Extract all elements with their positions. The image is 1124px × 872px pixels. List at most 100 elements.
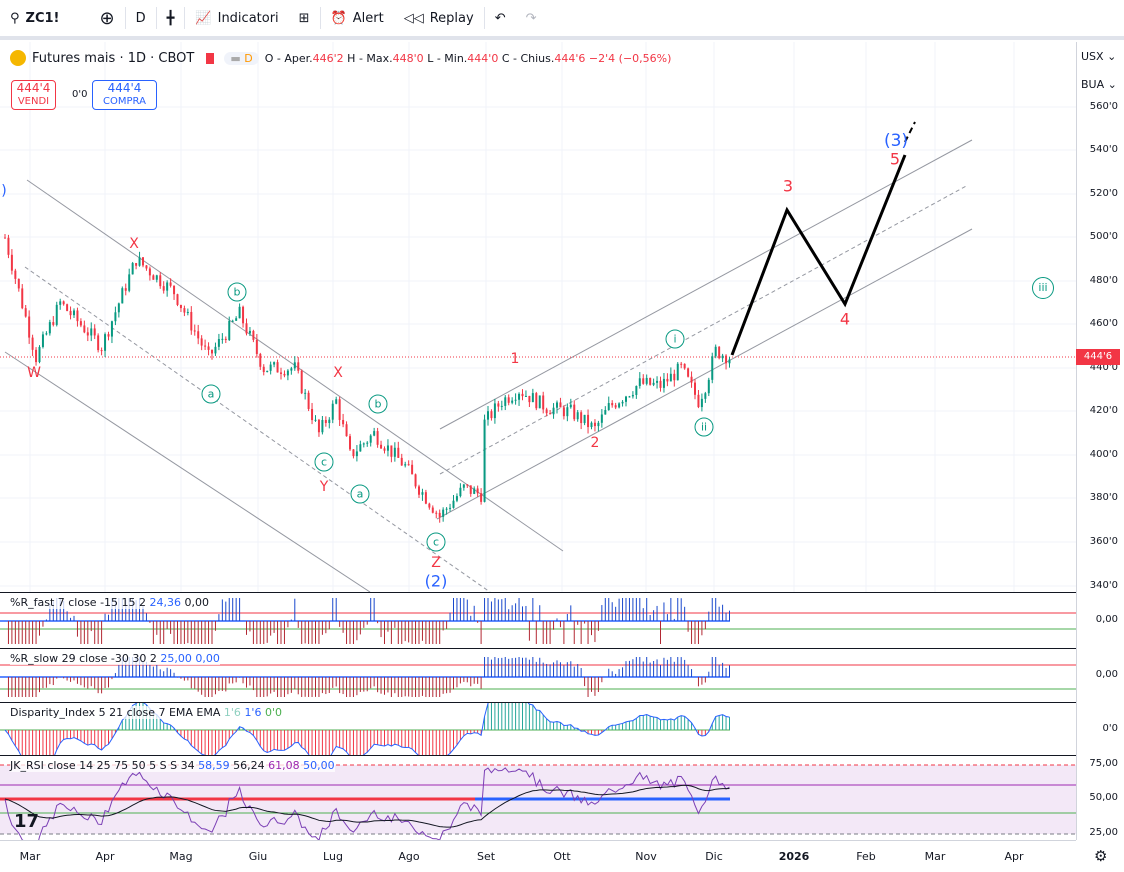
delayed-badge: D [244, 51, 253, 65]
candle-body [511, 400, 514, 403]
down-channel-lower [4, 351, 371, 592]
wave-label: ) [1, 183, 7, 199]
alert-button[interactable]: ⏰ Alert [321, 0, 394, 36]
wave-circle-a: a [350, 484, 370, 504]
rsi-line [4, 767, 730, 840]
jkrsi-value2: 56,24 [233, 759, 265, 772]
candle-body [173, 285, 176, 295]
currency-select[interactable]: USX ⌄ [1081, 50, 1117, 63]
chart-type-button[interactable]: ╋ [157, 0, 185, 36]
alert-label: Alert [352, 10, 384, 26]
candle-body [721, 355, 724, 359]
candle-body [576, 412, 579, 420]
status-badge: ▬ D [224, 51, 259, 65]
candle-body [707, 379, 710, 394]
candle-body [7, 237, 10, 255]
tradingview-logo[interactable]: 17 [14, 811, 40, 832]
wave-circle-c: c [426, 532, 446, 552]
wave-label-5: 5 [889, 149, 901, 169]
jkrsi-pane[interactable]: JK_RSI close 14 25 75 50 5 S S 34 58,59 … [0, 755, 1076, 840]
candle-body [400, 457, 403, 466]
candle-body [431, 507, 434, 513]
indicators-button[interactable]: 📈 Indicatori [185, 0, 288, 36]
unit-select[interactable]: BUA ⌄ [1081, 78, 1117, 91]
candle-body [280, 372, 282, 374]
time-tick-label: Ott [553, 850, 571, 863]
flag-icon[interactable] [206, 52, 215, 64]
wave-label-2: (2) [424, 571, 448, 591]
layouts-button[interactable]: ⊞ [289, 0, 320, 36]
candle-body [314, 419, 317, 421]
candle-body [414, 474, 417, 487]
candle-body [676, 363, 679, 381]
candle-body [152, 275, 155, 280]
price-tick-label: 440'0 [1089, 362, 1118, 373]
candle-body [687, 368, 690, 377]
rslow-name: %R_slow 29 close -30 30 2 [10, 652, 157, 665]
close-label: C - Chius. [501, 51, 555, 65]
symbol-title[interactable]: Futures mais · 1D · CBOT [32, 50, 195, 66]
indicators-icon: 📈 [195, 10, 212, 26]
price-chart[interactable]: ) W X X Y Z (2) 1 2 3 4 5 (3) b a c b a … [0, 42, 1076, 592]
settings-icon[interactable]: ⚙ [1094, 847, 1108, 865]
price-tick-label: 560'0 [1089, 101, 1118, 112]
candle-body [386, 445, 389, 451]
jkrsi-value: 58,59 [198, 759, 230, 772]
rslow-histogram [0, 657, 1076, 697]
replay-button[interactable]: ◁◁ Replay [394, 0, 484, 36]
price-axis[interactable]: USX ⌄ BUA ⌄ 560'0 540'0 520'0 500'0 480'0 460… [1076, 42, 1124, 840]
price-tick-label: 420'0 [1089, 405, 1118, 416]
projection-extension [904, 121, 916, 143]
candle-body [559, 402, 562, 408]
redo-button[interactable]: ↷ [516, 0, 547, 36]
disparity-pane[interactable]: Disparity_Index 5 21 close 7 EMA EMA 1'6… [0, 702, 1076, 755]
undo-button[interactable]: ↶ [485, 0, 516, 36]
candle-body [580, 412, 583, 424]
candle-body [135, 263, 138, 266]
candle-body [621, 401, 624, 404]
candle-body [631, 394, 634, 397]
candle-body [562, 407, 565, 417]
sell-label: VENDI [17, 96, 50, 107]
sell-button[interactable]: 444'4 VENDI [11, 80, 56, 110]
wave-label-w: W [27, 365, 41, 381]
compare-button[interactable]: ⊕ [89, 0, 124, 36]
candle-body [711, 356, 714, 380]
candle-body [369, 435, 372, 443]
candle-body [604, 410, 607, 415]
indicators-label: Indicatori [217, 10, 279, 26]
candle-body [328, 419, 331, 423]
rfast-pane[interactable]: %R_fast 7 close -15 15 2 24,36 0,00 [0, 592, 1076, 648]
candle-body [255, 339, 258, 354]
candle-body [248, 330, 251, 334]
candle-body [362, 443, 365, 445]
candle-body [583, 414, 586, 424]
disparity-value3: 0'0 [264, 706, 282, 719]
candle-body [83, 325, 86, 333]
candle-body [514, 399, 517, 401]
disparity-name: Disparity_Index 5 21 close 7 EMA EMA [10, 706, 221, 719]
candle-body [345, 424, 348, 437]
symbol-search[interactable]: ⚲ ZC1! [0, 0, 69, 36]
plus-circle-icon: ⊕ [99, 7, 115, 29]
candle-body [531, 393, 534, 403]
candle-body [207, 346, 210, 350]
candle-body [728, 359, 731, 364]
up-channel-mid [439, 184, 969, 475]
buy-button[interactable]: 444'4 COMPRA [92, 80, 157, 110]
candle-body [635, 385, 638, 395]
rslow-value2: 0,00 [195, 652, 220, 665]
candle-body [286, 370, 289, 376]
time-axis[interactable]: Mar Apr Mag Giu Lug Ago Set Ott Nov Dic 2026 Feb Mar… [0, 840, 1076, 872]
rslow-legend: %R_slow 29 close -30 30 2 25,00 0,00 [10, 652, 220, 665]
candle-body [662, 378, 665, 388]
wave-label-1: 1 [510, 351, 520, 367]
corn-logo-icon [10, 50, 26, 66]
candle-body [569, 404, 572, 408]
candle-body [304, 392, 307, 394]
rslow-pane[interactable]: %R_slow 29 close -30 30 2 25,00 0,00 [0, 648, 1076, 702]
interval-button[interactable]: D [135, 10, 146, 26]
undo-icon: ↶ [494, 10, 506, 26]
candle-body [145, 265, 148, 269]
candle-body [62, 301, 65, 305]
